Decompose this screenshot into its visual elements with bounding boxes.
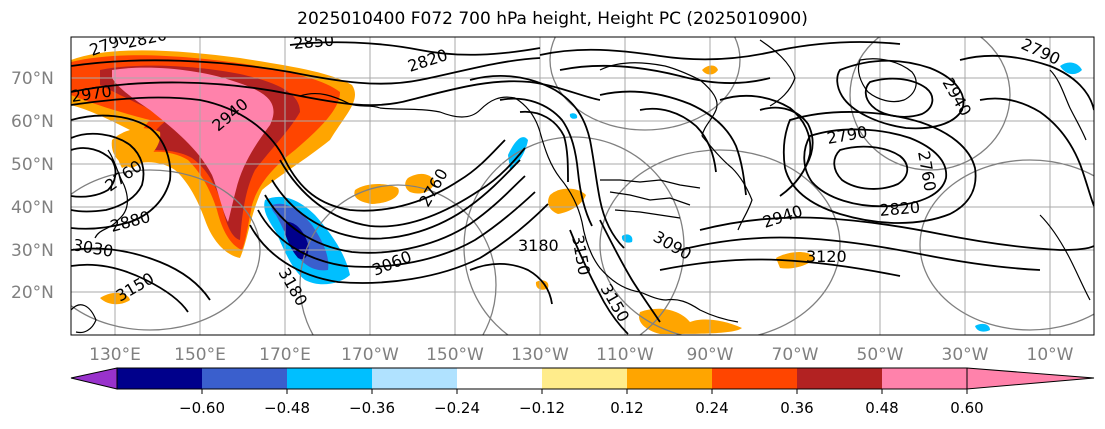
lat-label-30n: 30°N: [11, 241, 54, 261]
lat-label-40n: 40°N: [11, 198, 54, 218]
lon-label-170e: 170°E: [259, 345, 311, 365]
colorbar-extend-low: [70, 367, 118, 390]
lon-label-50w: 50°W: [857, 345, 904, 365]
colorbar-segment: [457, 368, 542, 389]
colorbar-segment: [202, 368, 287, 389]
range-rings: [71, 37, 1094, 335]
lon-label-10w: 10°W: [1027, 345, 1074, 365]
colorbar-segment: [882, 368, 967, 389]
lat-label-70n: 70°N: [11, 69, 54, 89]
colorbar-segment: [542, 368, 627, 389]
colorbar-segment: [117, 368, 202, 389]
colorbar-tick-label: 0.60: [950, 399, 983, 417]
colorbar-tick-label: −0.12: [519, 399, 565, 417]
contour-label: 3180: [518, 236, 559, 255]
longitude-labels: 130°E 150°E 170°E 170°W 150°W 130°W 110°…: [89, 345, 1074, 365]
positive-anomaly-pink: [112, 67, 274, 222]
colorbar-tick-label: 0.36: [780, 399, 813, 417]
positive-anomaly-caribbean: [639, 308, 742, 334]
positive-anomaly-pacific-2: [405, 173, 435, 194]
lon-label-130e: 130°E: [89, 345, 141, 365]
height-contours: [71, 41, 1094, 335]
negative-anomaly-small: [569, 113, 578, 119]
colorbar-segment: [372, 368, 457, 389]
colorbar-tick-label: −0.48: [264, 399, 310, 417]
colorbar-segment: [712, 368, 797, 389]
colorbar-tick-label: 0.12: [610, 399, 643, 417]
lat-label-50n: 50°N: [11, 155, 54, 175]
colorbar-tick-label: −0.60: [179, 399, 225, 417]
colorbar-ticks: [201, 389, 968, 394]
lat-label-60n: 60°N: [11, 112, 54, 132]
colorbar-tick-label: 0.24: [695, 399, 728, 417]
positive-anomaly-pacific-1: [354, 184, 399, 204]
latitude-labels: 70°N 60°N 50°N 40°N 30°N 20°N: [11, 69, 54, 303]
lon-label-70w: 70°W: [772, 345, 819, 365]
anomaly-shading: [71, 50, 1082, 334]
lat-label-20n: 20°N: [11, 283, 54, 303]
negative-anomaly-africa: [975, 323, 990, 332]
colorbar-segment: [287, 368, 372, 389]
lon-label-130w: 130°W: [511, 345, 569, 365]
colorbar-segment: [797, 368, 882, 389]
lon-label-110w: 110°W: [596, 345, 654, 365]
gridlines: [71, 37, 1094, 335]
positive-anomaly-coast: [548, 188, 586, 214]
map-frame: [70, 36, 1095, 336]
contour-label: 2820: [879, 198, 921, 220]
colorbar-extend-high: [966, 367, 1095, 390]
lon-label-30w: 30°W: [942, 345, 989, 365]
negative-anomaly-greenland: [1060, 62, 1082, 75]
lon-label-150w: 150°W: [426, 345, 484, 365]
colorbar-tick-label: 0.48: [865, 399, 898, 417]
contour-label: 3120: [806, 247, 847, 266]
colorbar-tick-label: −0.36: [349, 399, 395, 417]
contour-label: 2850: [293, 31, 335, 53]
positive-anomaly-north-america: [535, 280, 549, 290]
colorbar: −0.60 −0.48 −0.36 −0.24 −0.12 0.12 0.24 …: [70, 367, 1095, 417]
map-title: 2025010400 F072 700 hPa height, Height P…: [297, 9, 808, 29]
colorbar-segment: [627, 368, 712, 389]
positive-anomaly-left: [111, 128, 161, 168]
lon-label-150e: 150°E: [174, 345, 226, 365]
lon-label-90w: 90°W: [687, 345, 734, 365]
lon-label-170w: 170°W: [341, 345, 399, 365]
colorbar-tick-label: −0.24: [434, 399, 480, 417]
